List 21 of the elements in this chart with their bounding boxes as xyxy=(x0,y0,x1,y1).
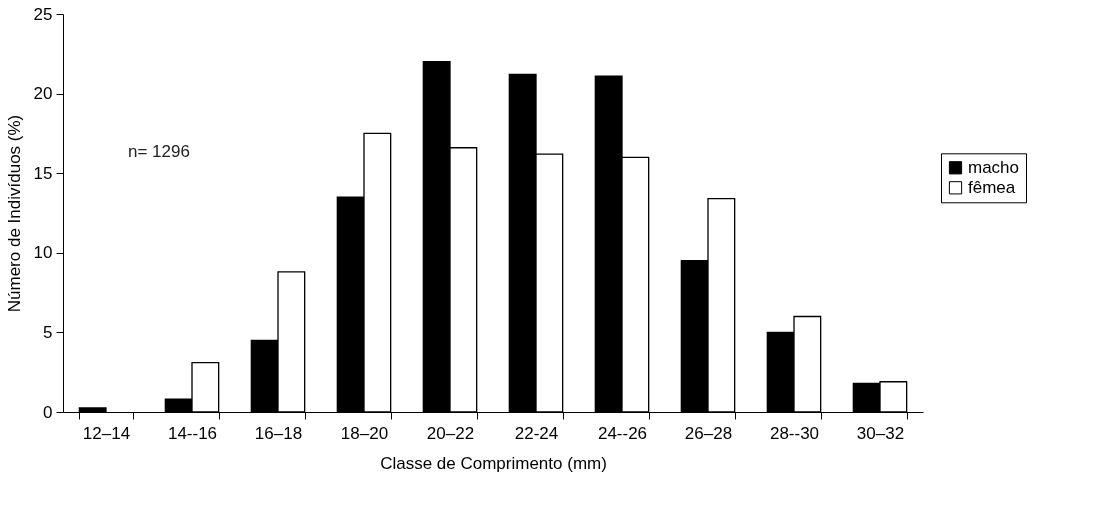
x-tick-label: 14--16 xyxy=(167,423,218,443)
x-tick-label: 22-24 xyxy=(514,423,559,443)
y-tick-label: 5 xyxy=(43,322,53,342)
y-tick-label: 20 xyxy=(33,84,53,104)
x-tick-label: 28--30 xyxy=(769,423,820,443)
x-tick-label: 16–18 xyxy=(254,423,303,443)
y-tick-label: 0 xyxy=(43,402,53,422)
x-tick-label: 26–28 xyxy=(684,423,733,443)
y-tick-label: 10 xyxy=(33,243,53,263)
legend-label: fêmea xyxy=(968,177,1016,197)
y-tick-label: 25 xyxy=(33,4,53,24)
x-tick-label: 30–32 xyxy=(856,423,905,443)
x-tick-label: 20–22 xyxy=(426,423,475,443)
x-tick-label: 12–14 xyxy=(82,423,131,443)
y-axis-title: Número de Indivíduos (%) xyxy=(4,114,24,313)
x-tick-label: 18–20 xyxy=(340,423,389,443)
legend-label: macho xyxy=(968,157,1020,177)
x-tick-label: 24--26 xyxy=(597,423,648,443)
x-axis-title: Classe de Comprimento (mm) xyxy=(380,453,607,473)
y-tick-label: 15 xyxy=(33,163,53,183)
annotation: n= 1296 xyxy=(128,142,190,161)
